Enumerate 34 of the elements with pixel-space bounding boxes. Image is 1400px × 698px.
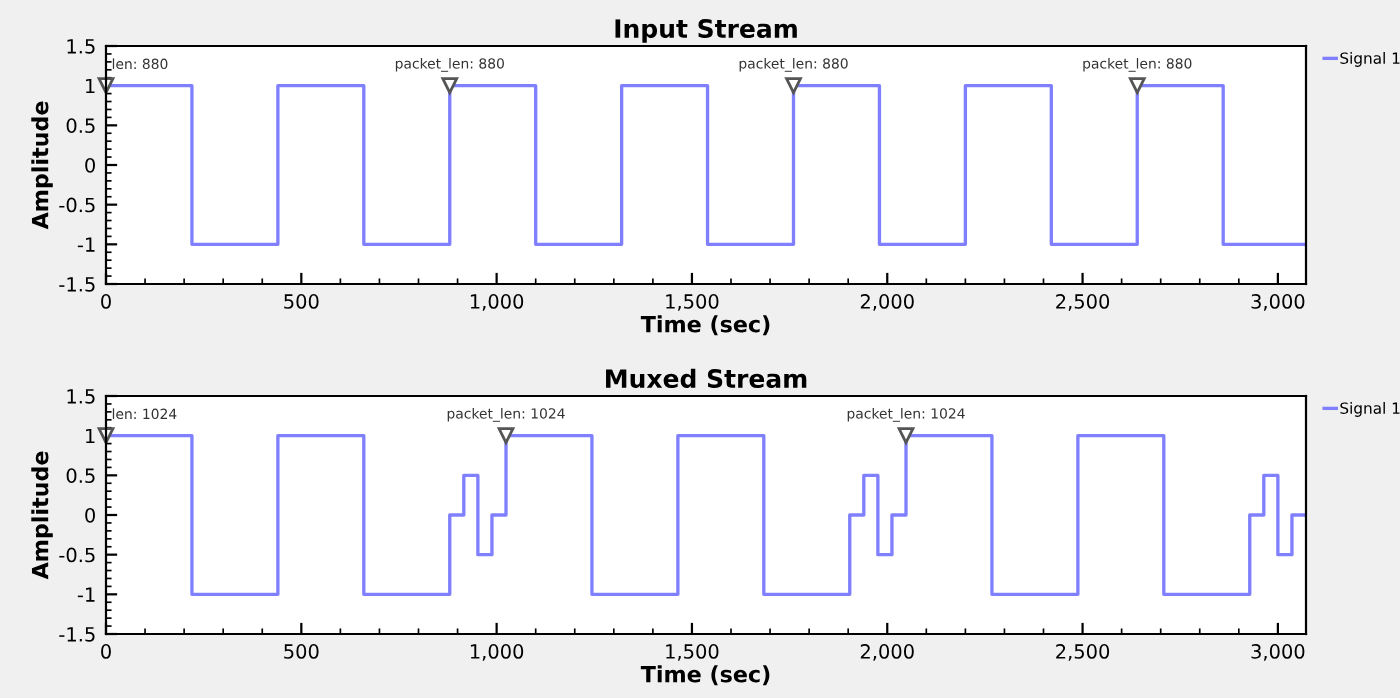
x-tick-label: 0 — [101, 294, 111, 309]
x-tick-label: 1,500 — [666, 644, 719, 661]
x-tick-label: 1,500 — [666, 294, 719, 311]
y-tick-label: 1 — [86, 428, 95, 444]
y-tick-label: -1.5 — [59, 277, 95, 292]
x-tick-label: 2,000 — [860, 294, 914, 311]
y-tick-label: 0 — [85, 507, 95, 523]
chart-title: Input Stream — [615, 19, 797, 43]
x-tick-label: 1,000 — [470, 294, 524, 311]
y-tick-label: 0 — [85, 157, 95, 173]
y-tick-label: 1 — [86, 78, 95, 94]
x-tick-label: 3,000 — [1251, 294, 1305, 311]
x-tick-label: 500 — [284, 644, 319, 659]
y-tick-label: 0.5 — [66, 118, 95, 133]
y-tick-label: -1 — [77, 237, 95, 252]
x-tick-label: 1,000 — [470, 644, 524, 661]
y-axis-title: Amplitude — [31, 101, 53, 230]
y-tick-label: -0.5 — [59, 197, 95, 213]
y-tick-label: -1.5 — [59, 627, 95, 642]
x-tick-label: 0 — [101, 644, 111, 659]
x-axis-title: Time (sec) — [640, 315, 770, 336]
x-tick-label: 3,000 — [1251, 644, 1305, 661]
x-tick-label: 2,500 — [1056, 294, 1110, 311]
y-tick-label: 1.5 — [67, 389, 95, 404]
y-tick-label: 1.5 — [67, 39, 95, 54]
chart-title: Muxed Stream — [606, 368, 807, 389]
y-axis-title: Amplitude — [31, 451, 53, 580]
y-tick-label: -0.5 — [59, 547, 95, 563]
y-tick-label: -1 — [77, 587, 95, 602]
x-axis-title: Time (sec) — [640, 665, 770, 686]
y-tick-label: 0.5 — [66, 468, 95, 483]
x-tick-label: 500 — [284, 294, 319, 309]
x-tick-label: 2,500 — [1056, 644, 1110, 661]
x-tick-label: 2,000 — [860, 644, 914, 661]
